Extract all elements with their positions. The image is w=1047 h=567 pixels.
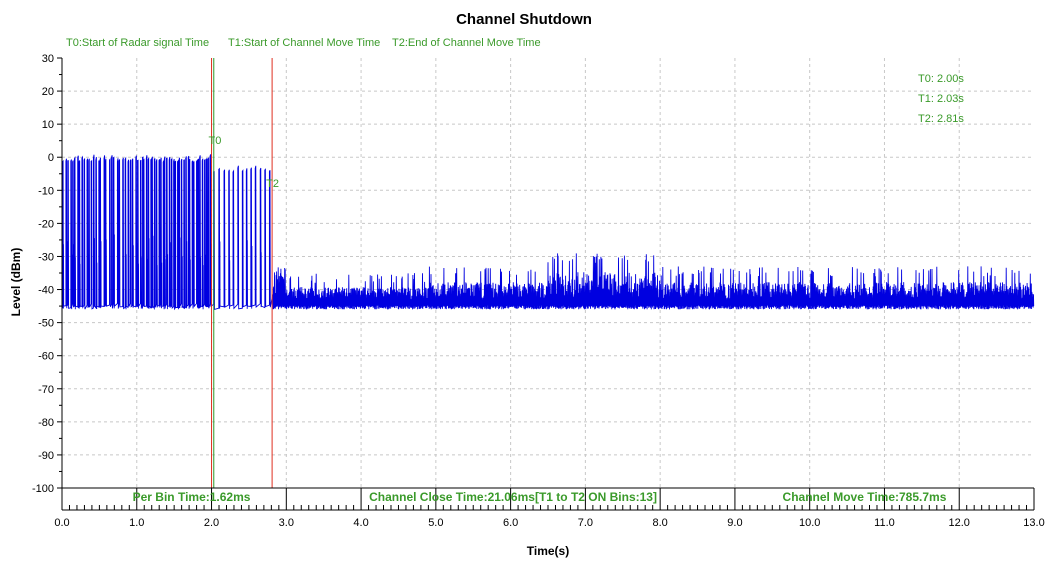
signal-series-line bbox=[61, 154, 1035, 311]
y-tick-label: -60 bbox=[38, 351, 54, 363]
y-tick-label: -90 bbox=[38, 450, 54, 462]
marker-label-t0: T0 bbox=[209, 135, 222, 147]
x-tick-label: 7.0 bbox=[578, 517, 593, 529]
y-tick-label: -20 bbox=[38, 218, 54, 230]
x-axis-title: Time(s) bbox=[527, 544, 569, 558]
axes bbox=[57, 57, 1035, 511]
footer-stat: Channel Close Time:21.06ms[T1 to T2 ON B… bbox=[369, 490, 657, 504]
footer-stat: Per Bin Time:1.62ms bbox=[133, 490, 251, 504]
y-tick-label: 20 bbox=[42, 86, 54, 98]
header-note: T1:Start of Channel Move Time bbox=[228, 37, 380, 49]
header-note: T0:Start of Radar signal Time bbox=[66, 37, 209, 49]
x-tick-label: 11.0 bbox=[874, 517, 895, 529]
chart-title: Channel Shutdown bbox=[456, 11, 592, 28]
marker-time-readout: T0: 2.00s bbox=[918, 73, 964, 85]
x-tick-label: 12.0 bbox=[949, 517, 970, 529]
y-tick-label: -100 bbox=[32, 483, 54, 495]
x-tick-label: 5.0 bbox=[428, 517, 443, 529]
y-tick-label: 0 bbox=[48, 152, 54, 164]
y-tick-label: 30 bbox=[42, 53, 54, 65]
x-tick-label: 3.0 bbox=[279, 517, 294, 529]
y-tick-label: -30 bbox=[38, 251, 54, 263]
y-tick-label: -70 bbox=[38, 384, 54, 396]
y-tick-label: -50 bbox=[38, 318, 54, 330]
y-axis-title: Level (dBm) bbox=[9, 248, 23, 317]
y-tick-label: -40 bbox=[38, 285, 54, 297]
x-tick-label: 0.0 bbox=[54, 517, 69, 529]
x-tick-label: 2.0 bbox=[204, 517, 219, 529]
x-tick-label: 13.0 bbox=[1023, 517, 1044, 529]
header-note: T2:End of Channel Move Time bbox=[392, 37, 541, 49]
y-tick-label: -10 bbox=[38, 185, 54, 197]
marker-time-readout: T2: 2.81s bbox=[918, 113, 964, 125]
time-markers bbox=[211, 58, 273, 488]
marker-time-readout: T1: 2.03s bbox=[918, 93, 964, 105]
x-tick-label: 1.0 bbox=[129, 517, 144, 529]
y-tick-label: -80 bbox=[38, 417, 54, 429]
x-tick-label: 4.0 bbox=[353, 517, 368, 529]
x-tick-label: 9.0 bbox=[727, 517, 742, 529]
x-tick-label: 6.0 bbox=[503, 517, 518, 529]
footer-stat: Channel Move Time:785.7ms bbox=[783, 490, 947, 504]
signal-trace bbox=[61, 154, 1035, 311]
y-tick-label: 10 bbox=[42, 119, 54, 131]
x-tick-label: 10.0 bbox=[799, 517, 820, 529]
annotations: 30 20 10 0 -10 -20 -30 -40 -50 -60 -70 -80 -90 -100 0.… bbox=[32, 37, 1045, 529]
x-tick-label: 8.0 bbox=[653, 517, 668, 529]
marker-label-t2: T2 bbox=[266, 178, 279, 190]
